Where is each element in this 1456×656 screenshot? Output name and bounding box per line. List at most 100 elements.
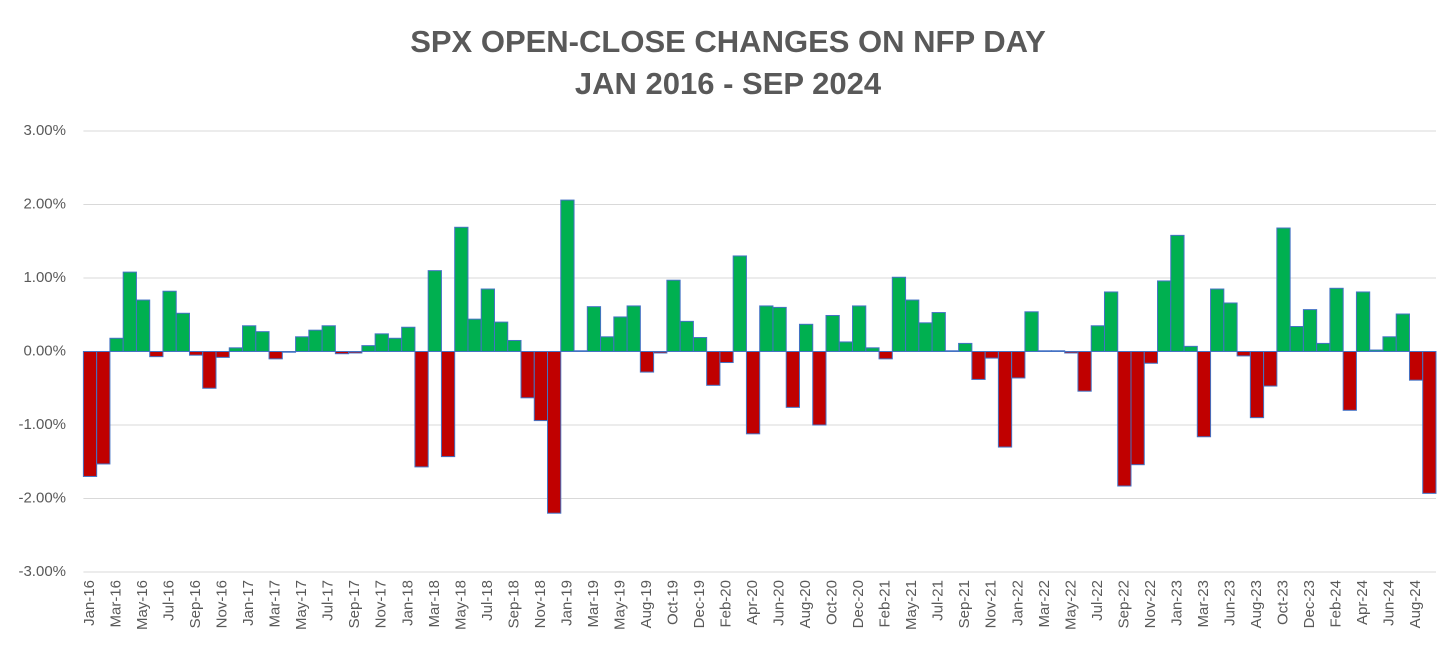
x-tick-label: Aug-23 <box>1248 580 1265 628</box>
x-tick-label: Aug-19 <box>638 580 655 628</box>
bar <box>573 350 588 353</box>
bar <box>149 351 164 358</box>
bar <box>798 323 814 352</box>
x-tick-label: Nov-16 <box>214 580 231 628</box>
bar <box>984 351 999 359</box>
x-tick-label: Apr-20 <box>744 580 761 625</box>
bar <box>507 339 522 353</box>
y-tick-label: 0.00% <box>23 342 66 359</box>
x-tick-label: Nov-21 <box>983 580 1000 628</box>
bar <box>1117 351 1132 487</box>
bar <box>188 351 204 356</box>
bar <box>706 351 721 386</box>
y-tick-label: -3.00% <box>18 563 66 580</box>
bar <box>374 333 389 352</box>
bar <box>1090 325 1105 352</box>
x-tick-label: May-22 <box>1062 580 1079 630</box>
x-tick-label: Feb-24 <box>1328 580 1345 628</box>
bar <box>692 337 708 353</box>
bar <box>1422 351 1437 494</box>
bar <box>560 199 575 352</box>
bar <box>1050 350 1066 353</box>
x-tick-label: Jun-24 <box>1381 580 1398 626</box>
x-tick-label: Apr-24 <box>1354 580 1371 625</box>
x-tick-label: Sep-22 <box>1115 580 1132 628</box>
bar <box>971 351 986 380</box>
x-tick-label: Jul-16 <box>161 580 178 621</box>
x-tick-label: Dec-23 <box>1301 580 1318 628</box>
bar <box>467 318 482 353</box>
x-tick-label: Oct-20 <box>824 580 841 625</box>
y-tick-label: 3.00% <box>23 122 66 139</box>
x-tick-label: Sep-16 <box>187 580 204 628</box>
bar <box>852 305 867 352</box>
bar <box>719 351 734 364</box>
bar <box>1342 351 1357 411</box>
bar <box>255 331 270 352</box>
x-tick-label: Nov-18 <box>532 580 549 628</box>
x-tick-label: Dec-20 <box>850 580 867 628</box>
bar <box>175 312 190 352</box>
bar <box>891 276 907 353</box>
x-tick-label: Mar-22 <box>1036 580 1053 628</box>
bar <box>586 306 602 353</box>
bar <box>1064 351 1079 354</box>
x-tick-label: Jun-23 <box>1221 580 1238 626</box>
bar <box>281 351 297 353</box>
bar <box>613 316 628 352</box>
x-tick-label: May-17 <box>293 580 310 630</box>
bar <box>759 305 774 352</box>
bar <box>865 347 880 353</box>
x-tick-label: Jan-17 <box>240 580 257 626</box>
bar <box>82 351 98 477</box>
bar <box>772 306 787 352</box>
bar <box>96 351 111 465</box>
bar <box>480 288 495 352</box>
bar <box>1382 336 1397 352</box>
bar <box>242 325 257 352</box>
bar <box>1183 345 1198 353</box>
bar <box>666 279 681 352</box>
bar <box>812 351 827 426</box>
x-tick-label: Aug-24 <box>1407 580 1424 628</box>
y-tick-label: -2.00% <box>18 489 66 506</box>
bar <box>401 326 416 352</box>
bar <box>228 347 244 353</box>
x-tick-label: Jun-20 <box>771 580 788 626</box>
x-tick-label: Jul-22 <box>1089 580 1106 621</box>
x-tick-label: Feb-20 <box>718 580 735 628</box>
x-tick-label: Mar-23 <box>1195 580 1212 628</box>
x-tick-label: Aug-20 <box>797 580 814 628</box>
bar <box>109 337 124 352</box>
bar <box>1011 351 1026 379</box>
bar <box>1223 302 1238 352</box>
bar <box>361 345 376 352</box>
bar <box>1196 351 1212 438</box>
bar <box>878 351 893 360</box>
bar <box>1395 313 1410 353</box>
bar <box>1369 349 1384 352</box>
bar <box>918 322 933 352</box>
bar <box>1276 227 1291 353</box>
x-tick-label: Jul-21 <box>930 580 947 621</box>
bar <box>1170 234 1185 352</box>
bar <box>1408 351 1424 381</box>
bar <box>626 305 641 352</box>
x-tick-label: Jul-17 <box>320 580 337 621</box>
x-tick-label: Jan-19 <box>558 580 575 626</box>
bar <box>454 226 469 352</box>
x-tick-label: Jan-16 <box>81 580 98 626</box>
x-tick-label: Oct-19 <box>664 580 681 625</box>
bar <box>334 351 350 355</box>
x-tick-label: Jul-18 <box>479 580 496 621</box>
y-tick-label: -1.00% <box>18 416 66 433</box>
bar <box>547 351 562 514</box>
bar <box>162 290 177 353</box>
bar <box>838 341 854 353</box>
x-tick-label: Mar-17 <box>267 580 284 628</box>
bar <box>997 351 1013 448</box>
bar <box>1143 351 1159 364</box>
bar <box>520 351 535 399</box>
x-tick-label: Sep-18 <box>505 580 522 628</box>
bar <box>931 312 946 353</box>
